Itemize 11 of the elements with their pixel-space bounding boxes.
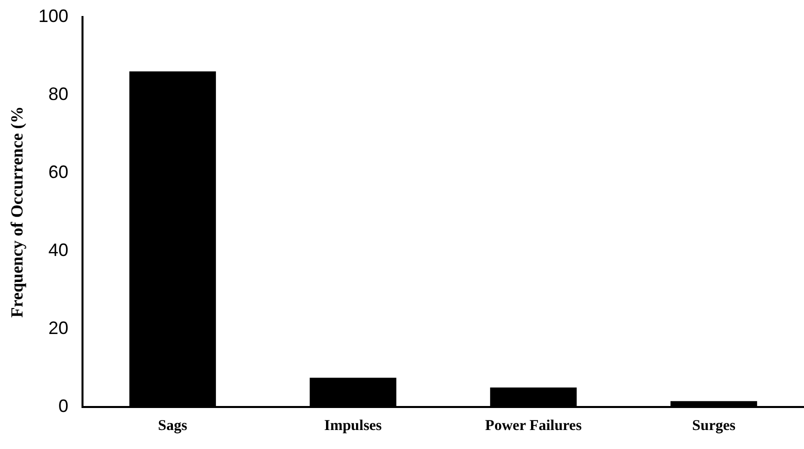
y-tick-label: 0 <box>58 396 68 416</box>
y-axis-title: Frequency of Occurrence (% <box>8 106 27 318</box>
y-tick-label: 60 <box>48 162 68 182</box>
x-tick-label: Surges <box>692 418 736 434</box>
y-tick-label: 100 <box>38 6 68 26</box>
y-tick-label: 20 <box>48 318 68 338</box>
x-tick-label: Impulses <box>324 418 382 434</box>
y-tick-label: 40 <box>48 240 68 260</box>
y-tick-label: 80 <box>48 84 68 104</box>
x-tick-label: Power Failures <box>485 418 582 434</box>
x-tick-label: Sags <box>158 418 188 434</box>
